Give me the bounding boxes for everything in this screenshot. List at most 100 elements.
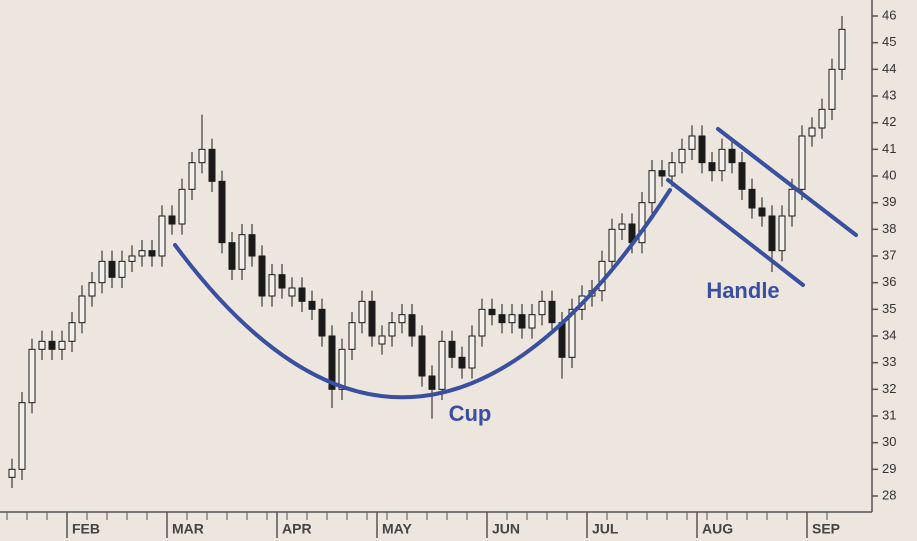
y-tick-label: 37: [882, 247, 896, 262]
candle-body: [408, 314, 416, 337]
candle-body: [808, 127, 816, 137]
candle-body: [818, 108, 826, 129]
candle-body: [528, 314, 536, 329]
candle-body: [68, 322, 76, 342]
y-tick-label: 30: [882, 434, 896, 449]
cup-label: Cup: [449, 401, 492, 426]
x-tick-label: FEB: [72, 521, 100, 537]
x-tick-label: SEP: [812, 521, 840, 537]
candle-body: [738, 162, 746, 190]
y-tick-label: 31: [882, 407, 896, 422]
y-tick-label: 44: [882, 61, 896, 76]
candle-body: [78, 295, 86, 324]
candle-body: [698, 135, 706, 164]
candle-body: [768, 215, 776, 252]
candle-body: [538, 300, 546, 316]
candle-body: [568, 308, 576, 358]
candle-body: [168, 215, 176, 225]
candle-body: [278, 274, 286, 289]
y-tick-label: 45: [882, 34, 896, 49]
candle-body: [8, 468, 16, 478]
candle-body: [778, 215, 786, 252]
candle-body: [218, 180, 226, 244]
candle-body: [498, 314, 506, 324]
y-tick-label: 43: [882, 87, 896, 102]
candle-body: [518, 314, 526, 329]
candle-body: [448, 340, 456, 358]
handle-upper-line: [716, 127, 858, 237]
candle-body: [148, 250, 156, 257]
handle-label: Handle: [706, 278, 779, 303]
candle-body: [348, 322, 356, 350]
candle-body: [158, 215, 166, 257]
candle-body: [388, 322, 396, 337]
candles: [8, 16, 846, 488]
candle-body: [608, 228, 616, 262]
x-tick-label: JUL: [592, 521, 619, 537]
candle-body: [238, 234, 246, 270]
y-tick-label: 34: [882, 327, 896, 342]
candle-body: [258, 255, 266, 297]
candle-body: [438, 340, 446, 390]
candle-body: [308, 300, 316, 310]
candle-body: [728, 148, 736, 164]
candle-body: [548, 300, 556, 324]
candle-body: [188, 162, 196, 190]
candle-body: [58, 340, 66, 350]
candle-body: [428, 375, 436, 390]
candle-body: [28, 348, 36, 404]
candle-body: [178, 188, 186, 225]
candle-body: [208, 148, 216, 182]
candle-body: [338, 348, 346, 390]
candle-body: [638, 202, 646, 244]
candle-body: [138, 250, 146, 257]
y-tick-label: 36: [882, 274, 896, 289]
candle-body: [838, 28, 846, 70]
y-tick-label: 46: [882, 7, 896, 22]
y-tick-label: 38: [882, 221, 896, 236]
candle-body: [38, 340, 46, 350]
x-tick-label: MAR: [172, 521, 204, 537]
candle-body: [378, 335, 386, 345]
candle-body: [268, 274, 276, 297]
candle-body: [358, 300, 366, 324]
candle-body: [718, 148, 726, 172]
candle-body: [198, 148, 206, 164]
candle-body: [708, 162, 716, 172]
x-tick-label: APR: [282, 521, 312, 537]
candle-body: [678, 148, 686, 164]
candle-body: [418, 335, 426, 377]
candle-body: [508, 314, 516, 324]
candle-body: [98, 260, 106, 284]
candle-body: [128, 255, 136, 262]
y-tick-label: 39: [882, 194, 896, 209]
cup-curve: [173, 188, 672, 400]
candle-body: [668, 162, 676, 177]
candle-body: [398, 314, 406, 324]
candle-body: [618, 223, 626, 230]
candle-body: [648, 170, 656, 204]
candle-body: [828, 68, 836, 110]
candle-body: [688, 135, 696, 150]
candle-body: [108, 260, 116, 278]
candle-body: [48, 340, 56, 350]
candle-body: [328, 335, 336, 390]
y-tick-label: 28: [882, 487, 896, 502]
x-tick-label: MAY: [382, 521, 412, 537]
y-tick-label: 32: [882, 381, 896, 396]
candle-body: [458, 356, 466, 369]
candle-body: [118, 260, 126, 278]
candle-body: [88, 282, 96, 297]
x-tick-label: JUN: [492, 521, 520, 537]
candle-body: [798, 135, 806, 190]
candle-body: [488, 308, 496, 316]
candle-body: [318, 308, 326, 337]
candle-body: [228, 242, 236, 270]
y-tick-label: 35: [882, 301, 896, 316]
y-tick-label: 41: [882, 141, 896, 156]
candle-body: [658, 170, 666, 177]
candle-body: [788, 188, 796, 217]
y-tick-label: 33: [882, 354, 896, 369]
